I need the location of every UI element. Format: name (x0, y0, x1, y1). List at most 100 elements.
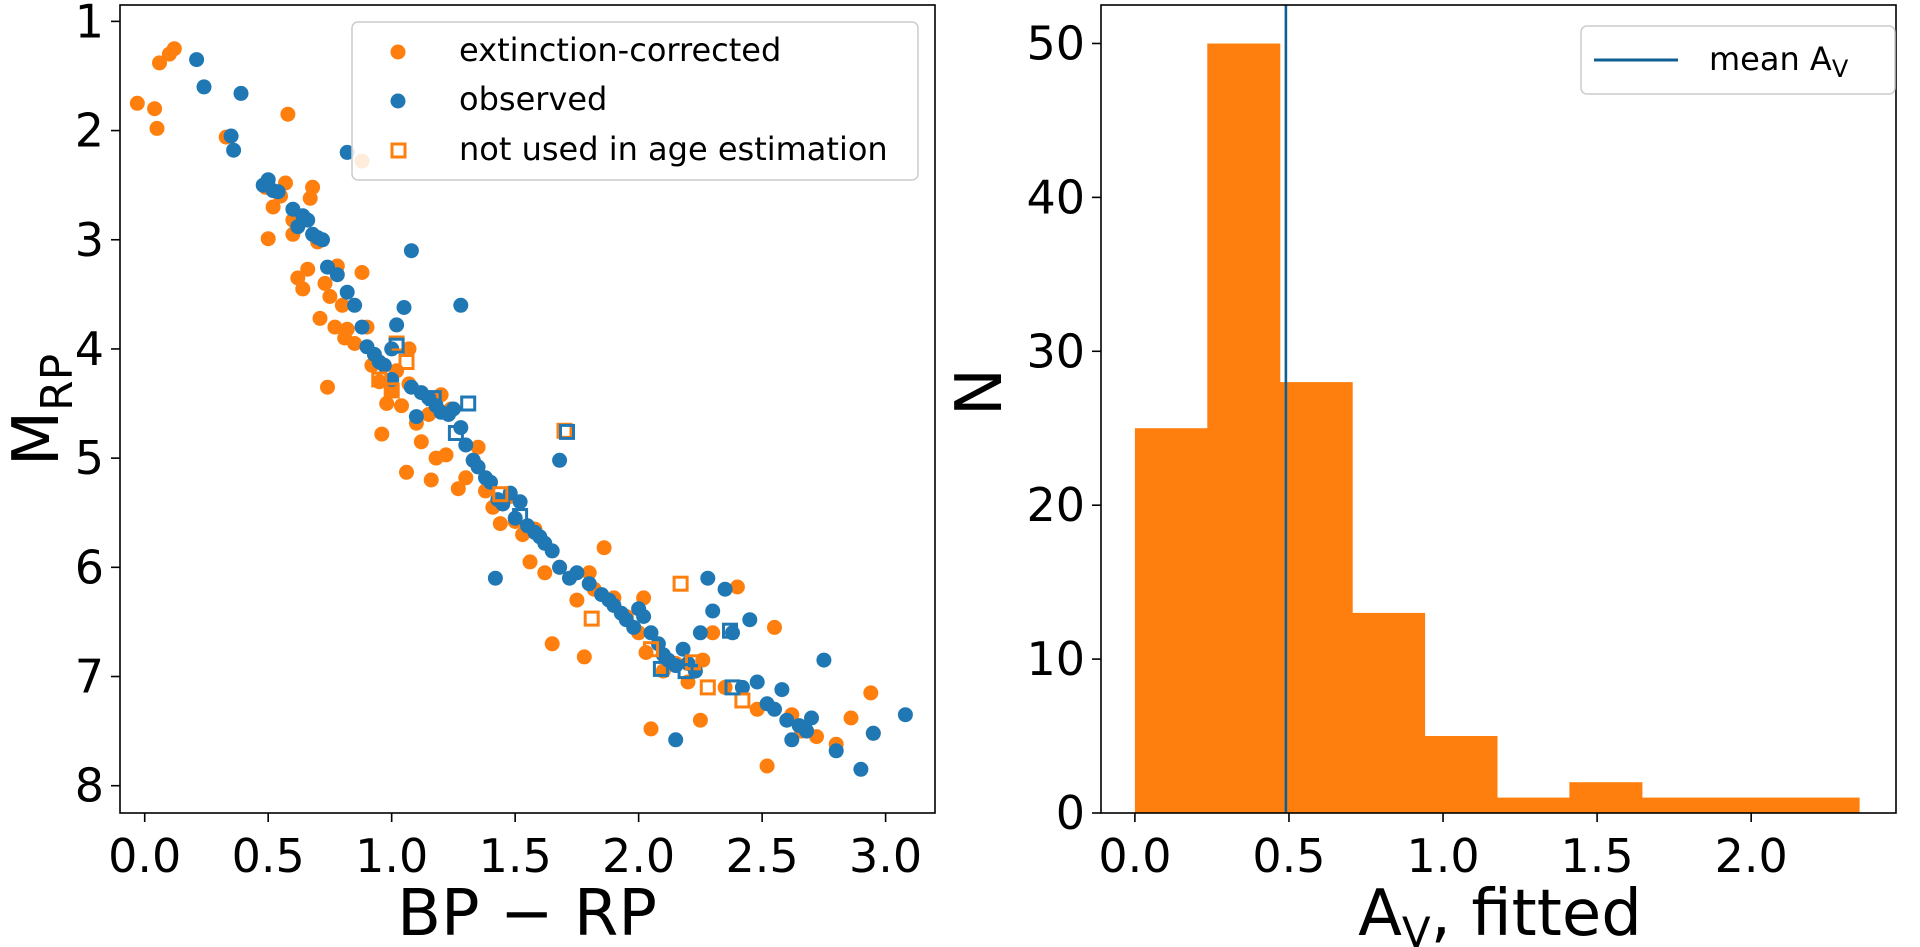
scatter-square-marker (447, 425, 464, 441)
scatter-point-observed (692, 625, 708, 641)
histogram-x-axis-label: AV, fitted (1358, 877, 1642, 947)
legend-label-mean-av-sub: V (1832, 55, 1849, 83)
legend-label-not-used: not used in age estimation (459, 130, 888, 168)
scatter-point-observed (226, 142, 242, 158)
scatter-point-extinction-corrected (280, 106, 296, 122)
scatter-point-extinction-corrected (149, 120, 165, 136)
scatter-point-observed (816, 652, 832, 668)
scatter-x-tick-label: 0.0 (108, 829, 181, 883)
cmd-scatter-panel: 0.0 0.5 1.0 1.5 2.0 2.5 3.0 1 2 3 4 5 6 7 8 BP − RP M… (0, 0, 936, 947)
histogram-y-tick-label: 10 (1026, 632, 1085, 686)
scatter-point-extinction-corrected (438, 447, 454, 463)
scatter-point-extinction-corrected (300, 261, 316, 277)
scatter-point-observed (512, 494, 528, 510)
scatter-x-ticks: 0.0 0.5 1.0 1.5 2.0 2.5 3.0 (108, 813, 922, 883)
histogram-bar (1424, 736, 1498, 813)
scatter-point-observed (376, 357, 392, 373)
scatter-point-observed (408, 409, 424, 425)
scatter-point-observed (189, 52, 205, 68)
scatter-point-extinction-corrected (643, 721, 659, 737)
histogram-bar (1714, 797, 1788, 813)
scatter-x-axis-label: BP − RP (397, 877, 657, 947)
scatter-square-marker (559, 423, 575, 440)
histogram-bar (1134, 428, 1208, 813)
scatter-x-tick-label: 1.5 (479, 829, 552, 883)
legend-marker-observed (390, 93, 406, 109)
histogram-x-label-sub: V (1402, 908, 1431, 947)
scatter-point-extinction-corrected (705, 625, 721, 641)
scatter-point-observed (675, 641, 691, 657)
scatter-point-observed (270, 184, 286, 200)
scatter-point-extinction-corrected (413, 434, 429, 450)
histogram-bar (1279, 382, 1353, 813)
scatter-square-marker (699, 679, 716, 696)
histogram-y-tick-label: 40 (1026, 170, 1085, 224)
scatter-x-tick-label: 2.0 (602, 829, 675, 883)
scatter-point-extinction-corrected (576, 649, 592, 665)
scatter-point-observed (453, 297, 469, 313)
scatter-point-extinction-corrected (596, 540, 612, 556)
scatter-point-extinction-corrected (379, 396, 395, 411)
scatter-y-tick-label: 4 (75, 322, 104, 376)
scatter-y-axis-label: MRP (0, 354, 83, 466)
scatter-y-ticks: 1 2 3 4 5 6 7 8 (75, 0, 120, 813)
scatter-point-extinction-corrected (384, 382, 400, 398)
scatter-point-extinction-corrected (394, 398, 409, 414)
legend-marker-not-used (390, 142, 407, 159)
histogram-bar (1207, 43, 1281, 813)
histogram-y-tick-label: 0 (1056, 786, 1085, 840)
scatter-point-extinction-corrected (374, 426, 390, 442)
legend-label-extinction-corrected: extinction-corrected (459, 31, 781, 69)
scatter-point-observed (569, 565, 585, 581)
scatter-point-extinction-corrected (399, 464, 414, 480)
histogram-bar (1569, 782, 1643, 813)
scatter-point-observed (458, 437, 474, 453)
scatter-point-extinction-corrected (327, 319, 343, 335)
scatter-point-observed (717, 581, 733, 597)
scatter-point-extinction-corrected (544, 636, 560, 652)
scatter-point-observed (354, 319, 370, 335)
scatter-point-observed (828, 743, 844, 759)
scatter-y-tick-label: 5 (75, 431, 104, 485)
scatter-point-extinction-corrected (522, 554, 538, 570)
scatter-point-extinction-corrected (347, 336, 363, 351)
scatter-point-observed (643, 625, 659, 641)
scatter-point-observed (483, 474, 498, 490)
scatter-point-extinction-corrected (537, 565, 553, 581)
scatter-point-observed (544, 543, 560, 559)
scatter-point-extinction-corrected (729, 579, 745, 595)
scatter-point-extinction-corrected (322, 289, 338, 304)
histogram-legend: mean AV (1580, 25, 1896, 95)
scatter-square-marker (724, 679, 741, 696)
scatter-square-marker (734, 692, 751, 709)
legend-marker-extinction-corrected (390, 44, 406, 60)
scatter-point-extinction-corrected (759, 758, 775, 774)
scatter-point-observed (487, 570, 503, 586)
scatter-point-observed (742, 612, 758, 628)
scatter-x-tick-label: 1.0 (355, 829, 428, 883)
scatter-point-extinction-corrected (767, 619, 782, 635)
scatter-point-observed (470, 459, 486, 475)
scatter-point-observed (196, 79, 212, 95)
scatter-point-observed (445, 401, 461, 417)
histogram-bar (1352, 612, 1426, 813)
scatter-square-marker (672, 575, 689, 592)
scatter-point-observed (223, 128, 239, 144)
scatter-square-marker (425, 390, 442, 407)
scatter-point-observed (389, 317, 405, 333)
histogram-y-axis-label: N (943, 368, 1017, 416)
scatter-point-observed (804, 710, 819, 726)
scatter-y-tick-label: 3 (75, 213, 104, 267)
scatter-point-observed (774, 682, 790, 698)
legend-label-mean-av-main: mean A (1709, 40, 1832, 78)
scatter-point-extinction-corrected (492, 516, 508, 532)
scatter-point-observed (552, 452, 568, 468)
histogram-bar (1786, 797, 1860, 813)
histogram-y-tick-label: 50 (1026, 16, 1085, 70)
scatter-point-extinction-corrected (339, 321, 355, 337)
scatter-point-observed (784, 732, 800, 748)
scatter-point-extinction-corrected (260, 231, 276, 247)
histogram-x-tick-label: 0.5 (1252, 829, 1325, 883)
scatter-y-label-main: M (0, 411, 74, 466)
